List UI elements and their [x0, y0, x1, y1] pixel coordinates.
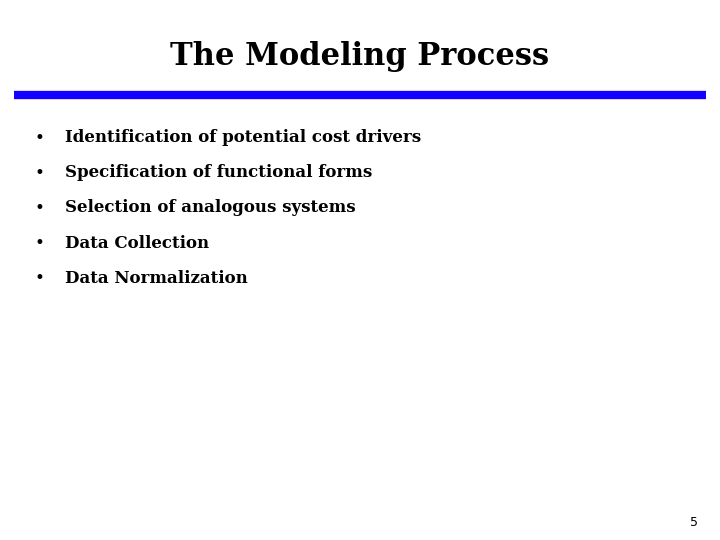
- Text: •: •: [35, 234, 45, 252]
- Text: •: •: [35, 199, 45, 217]
- Text: •: •: [35, 269, 45, 287]
- Text: •: •: [35, 164, 45, 182]
- Text: •: •: [35, 129, 45, 147]
- Text: Data Normalization: Data Normalization: [65, 269, 248, 287]
- Text: The Modeling Process: The Modeling Process: [171, 41, 549, 72]
- Text: Specification of functional forms: Specification of functional forms: [65, 164, 372, 181]
- Text: Identification of potential cost drivers: Identification of potential cost drivers: [65, 129, 421, 146]
- Text: 5: 5: [690, 516, 698, 529]
- Text: Selection of analogous systems: Selection of analogous systems: [65, 199, 356, 217]
- Text: Data Collection: Data Collection: [65, 234, 209, 252]
